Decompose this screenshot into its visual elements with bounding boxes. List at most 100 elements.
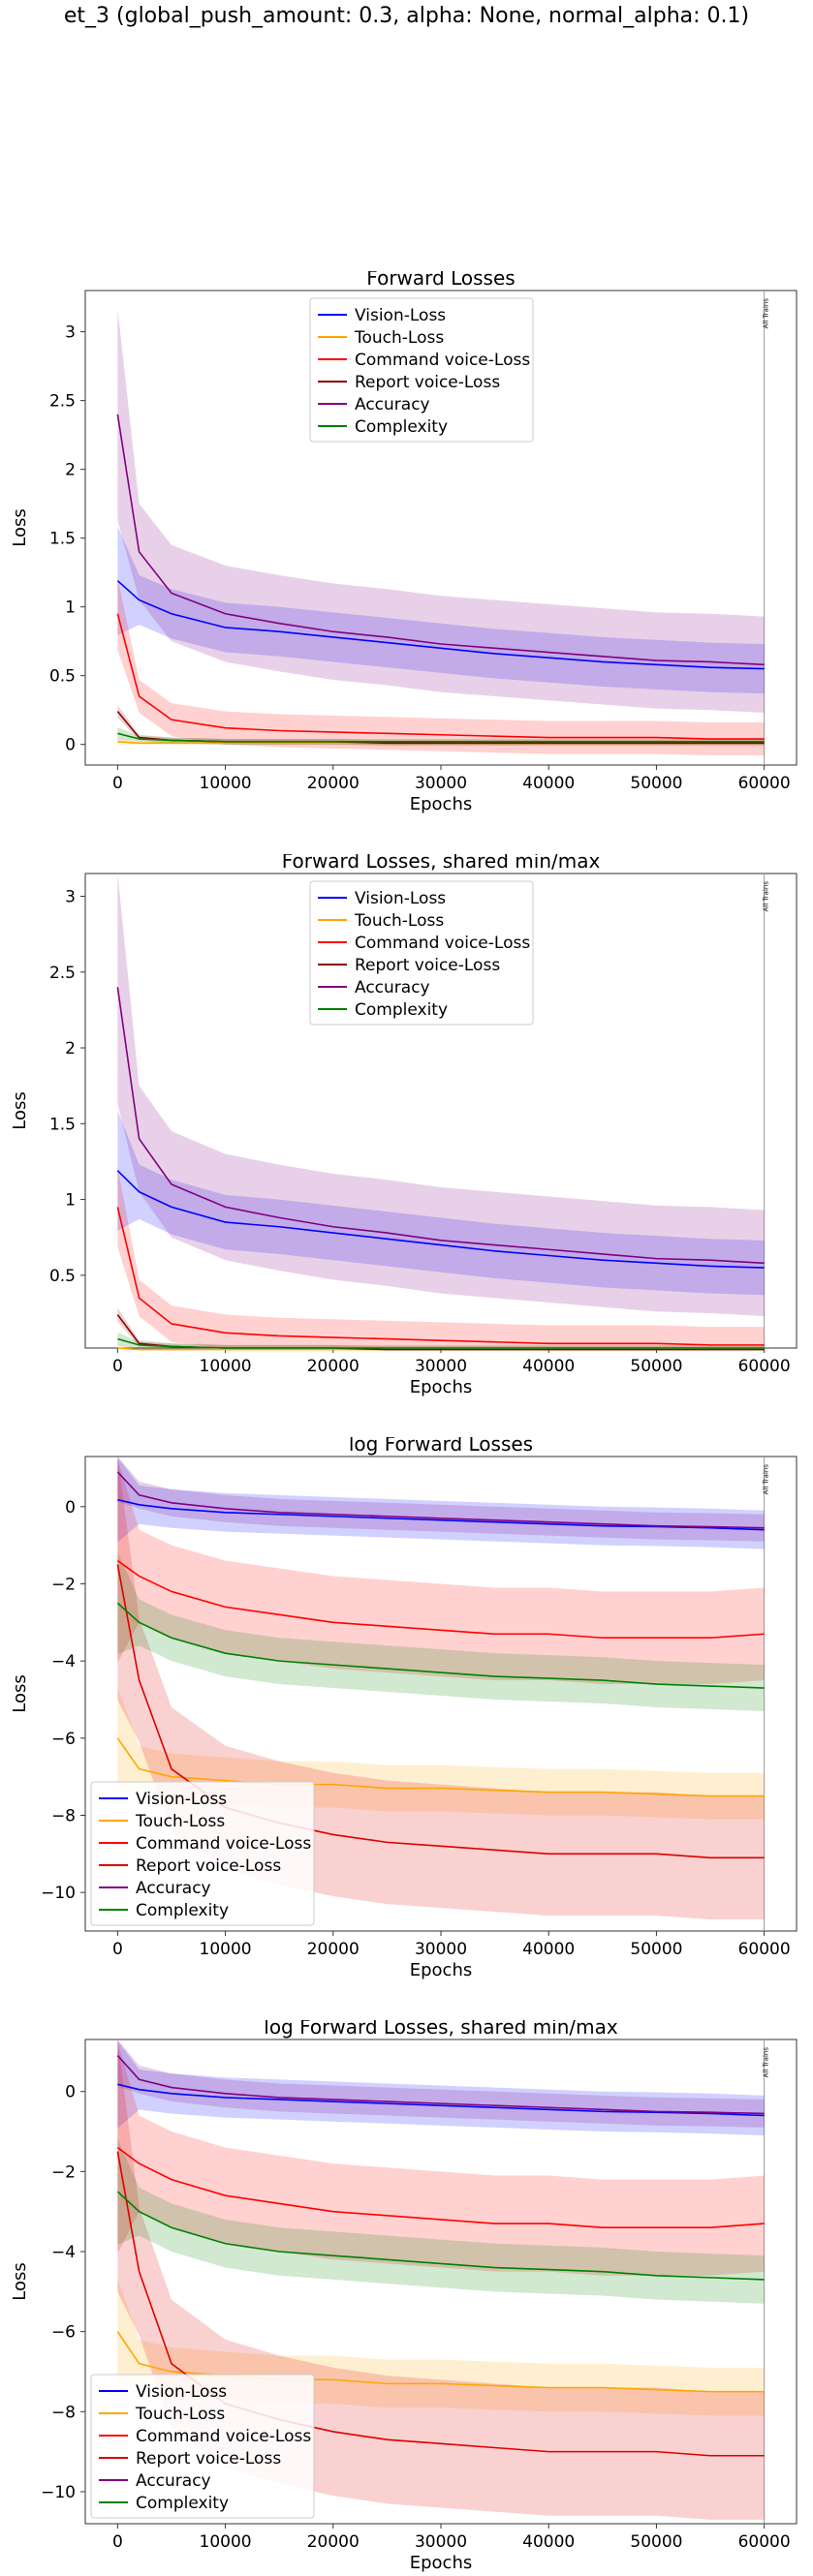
series-line-complexity	[117, 1337, 765, 1349]
all-trains-label: All Trains	[763, 298, 770, 329]
y-tick-label: 2.5	[49, 392, 76, 412]
series-band-command-voice-loss	[117, 1167, 765, 1348]
x-tick-label: 10000	[200, 2532, 252, 2552]
y-tick-label: 3	[65, 323, 76, 343]
x-tick-label: 30000	[415, 1357, 467, 1376]
x-tick-label: 30000	[415, 1940, 467, 1959]
series-line-complexity	[117, 732, 765, 743]
series-line-touch-loss	[116, 2331, 765, 2393]
legend-label-command-voice-loss: Command voice-Loss	[355, 351, 530, 370]
y-tick-label: 2	[65, 1039, 76, 1058]
series-band-accuracy	[117, 2039, 765, 2128]
series-band-vision-loss	[117, 1110, 765, 1296]
series-band-accuracy	[117, 874, 765, 1317]
y-tick-label: 1.5	[49, 1115, 76, 1134]
series-line-accuracy	[116, 987, 765, 1265]
y-tick-label: −6	[51, 2323, 76, 2343]
series-line-accuracy	[116, 1471, 765, 1529]
legend-label-complexity: Complexity	[355, 417, 448, 437]
x-tick-label: 20000	[307, 2532, 360, 2552]
chart-forward-losses-shared: Forward Losses, shared min/max 0 10000 2000…	[0, 849, 813, 1397]
y-tick-label: 0	[65, 1498, 76, 1518]
y-tick-label: 0	[65, 736, 76, 755]
legend-label-accuracy: Accuracy	[355, 395, 430, 414]
legend-label-complexity: Complexity	[136, 1901, 229, 1920]
y-tick-label: −8	[51, 2403, 76, 2422]
series-line-command-voice-loss	[116, 2146, 765, 2229]
y-tick-label: −10	[41, 2483, 76, 2502]
series-line-vision-loss	[117, 2083, 765, 2117]
x-tick-label: 40000	[522, 774, 575, 793]
x-tick-label: 60000	[738, 1357, 791, 1376]
legend-label-touch-loss: Touch-Loss	[135, 1812, 225, 1831]
chart-title: log Forward Losses, shared min/max	[264, 2020, 618, 2039]
legend-label-command-voice-loss: Command voice-Loss	[136, 2427, 311, 2446]
legend-label-complexity: Complexity	[136, 2494, 229, 2513]
legend-label-command-voice-loss: Command voice-Loss	[355, 934, 530, 953]
series-band-vision-loss	[117, 526, 765, 694]
x-tick-label: 0	[112, 2532, 123, 2552]
series-line-vision-loss	[117, 1498, 765, 1531]
series-band-complexity	[117, 1551, 765, 1711]
x-tick-label: 60000	[738, 774, 791, 793]
y-axis-label: Loss	[10, 1091, 30, 1129]
legend-label-touch-loss: Touch-Loss	[135, 2405, 225, 2424]
y-tick-label: −4	[51, 1652, 76, 1671]
series-line-report-voice-loss	[116, 1564, 765, 1859]
x-tick-label: 50000	[630, 1357, 682, 1376]
legend-label-report-voice-loss: Report voice-Loss	[136, 2449, 281, 2469]
x-tick-label: 10000	[200, 1357, 252, 1376]
x-tick-label: 0	[112, 1940, 123, 1959]
series-line-vision-loss	[116, 580, 765, 670]
x-tick-label: 0	[112, 1357, 123, 1376]
series-line-vision-loss	[116, 1170, 765, 1269]
x-axis-label: Epochs	[410, 1960, 473, 1979]
x-tick-label: 60000	[738, 1940, 791, 1959]
legend-label-vision-loss: Vision-Loss	[136, 2382, 227, 2402]
series-line-accuracy	[116, 2054, 765, 2115]
all-trains-label: All Trains	[763, 881, 770, 912]
chart-svg: Forward Losses 0 10000 20000 30000 40000 50000…	[10, 266, 797, 814]
y-axis-label: Loss	[10, 508, 30, 546]
x-tick-label: 50000	[630, 2532, 682, 2552]
legend-label-accuracy: Accuracy	[136, 1879, 211, 1898]
y-tick-label: 1.5	[49, 530, 76, 549]
chart-forward-losses: Forward Losses 0 10000 20000 30000 40000 50000…	[0, 266, 813, 814]
y-tick-label: −6	[51, 1730, 76, 1749]
x-tick-label: 20000	[307, 1357, 360, 1376]
y-tick-label: −4	[51, 2243, 76, 2262]
legend-label-accuracy: Accuracy	[355, 978, 430, 997]
all-trains-label: All Trains	[763, 1464, 770, 1495]
y-tick-label: −2	[51, 2162, 76, 2182]
x-tick-label: 20000	[307, 774, 360, 793]
x-tick-label: 50000	[630, 774, 682, 793]
y-axis-label: Loss	[10, 2262, 30, 2300]
series-band-accuracy	[117, 1457, 765, 1542]
y-tick-label: 1	[65, 1191, 76, 1211]
x-axis-label: Epochs	[410, 2553, 473, 2572]
y-tick-label: 3	[65, 887, 76, 906]
legend-label-complexity: Complexity	[355, 1000, 448, 1020]
all-trains-label: All Trains	[763, 2047, 770, 2078]
y-tick-label: −10	[41, 1884, 76, 1903]
legend-label-vision-loss: Vision-Loss	[136, 1790, 227, 1809]
legend-label-touch-loss: Touch-Loss	[354, 911, 444, 931]
x-axis-label: Epochs	[410, 794, 473, 813]
chart-title: Forward Losses, shared min/max	[282, 854, 601, 873]
series-line-touch-loss	[116, 1737, 765, 1797]
x-tick-label: 0	[112, 774, 123, 793]
x-tick-label: 30000	[415, 2532, 467, 2552]
chart-svg: log Forward Losses, shared min/max 0 10000…	[10, 2015, 797, 2573]
series-band-accuracy	[117, 308, 765, 714]
legend-label-vision-loss: Vision-Loss	[355, 306, 446, 325]
legend-label-report-voice-loss: Report voice-Loss	[136, 1856, 281, 1876]
x-tick-label: 20000	[307, 1940, 360, 1959]
legend-label-vision-loss: Vision-Loss	[355, 889, 446, 908]
x-tick-label: 10000	[200, 1940, 252, 1959]
x-axis-label: Epochs	[410, 1377, 473, 1396]
series-band-command-voice-loss	[117, 577, 765, 756]
figure-suptitle: et_3 (global_push_amount: 0.3, alpha: No…	[63, 4, 750, 28]
series-band-command-voice-loss	[117, 1458, 765, 1685]
legend-label-report-voice-loss: Report voice-Loss	[355, 956, 500, 975]
x-tick-label: 10000	[200, 774, 252, 793]
